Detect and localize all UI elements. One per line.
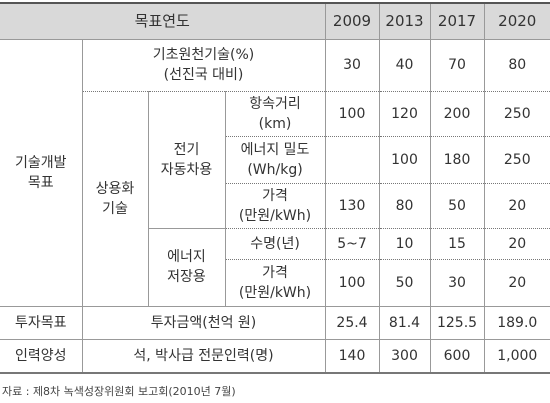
- item-label: 가격 (만원/kWh): [225, 182, 326, 229]
- table-row: 인력양성 석, 박사급 전문인력(명) 140 300 600 1,000: [0, 338, 550, 374]
- value-cell: 300: [378, 338, 431, 374]
- value-cell: 30: [429, 258, 485, 307]
- item-label: 기초원천기술(%) (선진국 대비): [81, 38, 326, 92]
- item-label: 가격 (만원/kWh): [225, 258, 326, 307]
- subgroup-label-line: 기술: [102, 200, 128, 217]
- item-label-line: (만원/kWh): [238, 207, 312, 224]
- group-label: 투자목표: [0, 305, 83, 340]
- item-label-line: (km): [258, 115, 292, 132]
- category-label-line: 자동차용: [160, 161, 213, 178]
- value-cell: 2009: [324, 2, 380, 40]
- value-cell: 70: [429, 38, 485, 92]
- value-cell: 100: [378, 135, 431, 184]
- group-label-line: 기술개발: [14, 154, 67, 171]
- value-cell: 81.4: [378, 305, 431, 340]
- value-cell: 50: [429, 182, 485, 229]
- category-label-line: 전기: [173, 141, 200, 158]
- value-cell: 100: [324, 90, 380, 137]
- value-cell: 40: [378, 38, 431, 92]
- value-cell: 50: [378, 258, 431, 307]
- value-cell: 250: [483, 135, 550, 184]
- value-cell: 140: [324, 338, 380, 374]
- value-cell: 10: [378, 227, 431, 260]
- value-cell: 15: [429, 227, 485, 260]
- item-label-line: (Wh/kg): [247, 161, 303, 178]
- value-cell: 1,000: [483, 338, 550, 374]
- item-label-line: 가격: [262, 187, 288, 204]
- category-label-line: 저장용: [167, 269, 206, 285]
- item-label: 항속거리 (km): [224, 90, 326, 137]
- item-label: 석, 박사급 전문인력(명): [81, 338, 326, 374]
- table-row: 기술개발 목표 기초원천기술(%) (선진국 대비) 30 40 70 80: [0, 38, 550, 307]
- value-cell: 25.4: [324, 305, 380, 340]
- value-cell: 250: [483, 90, 550, 137]
- item-label-line: (선진국 대비): [163, 67, 244, 83]
- item-label: 수명(년): [224, 227, 326, 260]
- value-cell: 20: [483, 258, 550, 307]
- table-row: 목표연도 2009 2013 2017 2020: [0, 2, 550, 40]
- value-cell: 2017: [429, 2, 485, 40]
- goal-table: 목표연도 2009 2013 2017 2020 기술개발 목표 기초원천기술(%) (선진국 …: [0, 2, 550, 374]
- table-row: 투자목표 투자금액(천억 원) 25.4 81.4 125.5 189.0: [0, 305, 550, 340]
- value-cell: 125.5: [429, 305, 485, 340]
- category-label-line: 에너지: [167, 249, 206, 265]
- group-label: 인력양성: [0, 338, 83, 374]
- value-cell: 2020: [483, 2, 550, 40]
- value-cell: 20: [483, 182, 550, 229]
- table-row: 가격 (만원/kWh) 130 80 50 20: [0, 182, 550, 229]
- header-label: 목표연도: [0, 2, 326, 40]
- value-cell: 120: [378, 90, 431, 137]
- value-cell: 80: [483, 38, 550, 92]
- item-label-line: 수명(년): [250, 235, 300, 252]
- item-label-line: 기초원천기술(%): [152, 47, 255, 63]
- value-cell: 130: [324, 182, 380, 229]
- value-cell: 600: [429, 338, 485, 374]
- item-label-line: (만원/kWh): [238, 284, 312, 301]
- value-cell: 100: [324, 258, 380, 307]
- table-row: 상용화 기술 전기 자동차용 항속거리 (km) 100 120 200 250: [0, 90, 550, 307]
- value-cell: 20: [483, 227, 550, 260]
- value-cell: [324, 135, 380, 184]
- value-cell: 80: [378, 182, 431, 229]
- value-cell: 180: [429, 135, 485, 184]
- value-cell: 189.0: [483, 305, 550, 340]
- item-label-line: 가격: [262, 264, 288, 281]
- item-label: 에너지 밀도 (Wh/kg): [225, 135, 326, 184]
- item-label-line: 에너지 밀도: [240, 141, 310, 158]
- value-cell: 30: [324, 38, 380, 92]
- source-note: 자료 : 제8차 녹색성장위원회 보고회(2010년 7월): [2, 385, 236, 398]
- subgroup-label-line: 상용화: [95, 180, 135, 197]
- value-cell: 5~7: [324, 227, 380, 260]
- item-label: 투자금액(천억 원): [81, 305, 326, 340]
- group-label-line: 목표: [27, 174, 54, 191]
- item-label-line: 항속거리: [249, 95, 301, 112]
- value-cell: 200: [429, 90, 485, 137]
- value-cell: 2013: [378, 2, 431, 40]
